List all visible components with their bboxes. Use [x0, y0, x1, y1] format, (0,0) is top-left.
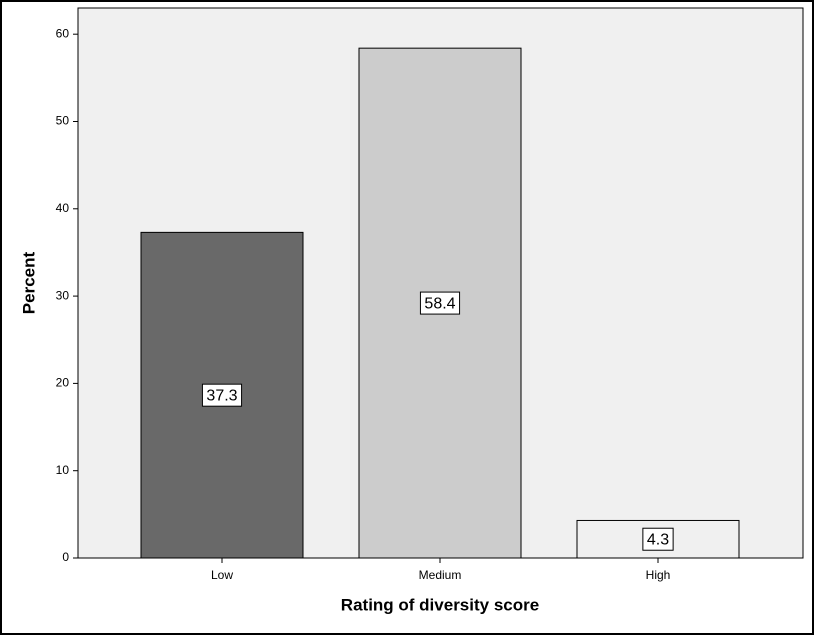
y-tick-label: 50 — [56, 114, 70, 128]
x-tick-label: Medium — [419, 568, 462, 582]
x-tick-label: Low — [211, 568, 233, 582]
value-label-box — [201, 383, 243, 407]
y-tick-label: 0 — [62, 550, 69, 564]
y-axis-title: Percent — [19, 251, 38, 314]
value-label-box — [419, 291, 461, 315]
y-tick-label: 10 — [56, 463, 70, 477]
value-label: 37.3 — [206, 387, 237, 404]
x-tick-label: High — [646, 568, 671, 582]
y-tick-label: 40 — [56, 201, 70, 215]
y-tick-label: 60 — [56, 26, 70, 40]
value-label: 4.3 — [647, 531, 669, 548]
value-label: 58.4 — [424, 295, 455, 312]
y-tick-label: 20 — [56, 376, 70, 390]
value-label-box — [642, 527, 674, 551]
y-tick-label: 30 — [56, 288, 70, 302]
x-axis-title: Rating of diversity score — [341, 595, 539, 614]
